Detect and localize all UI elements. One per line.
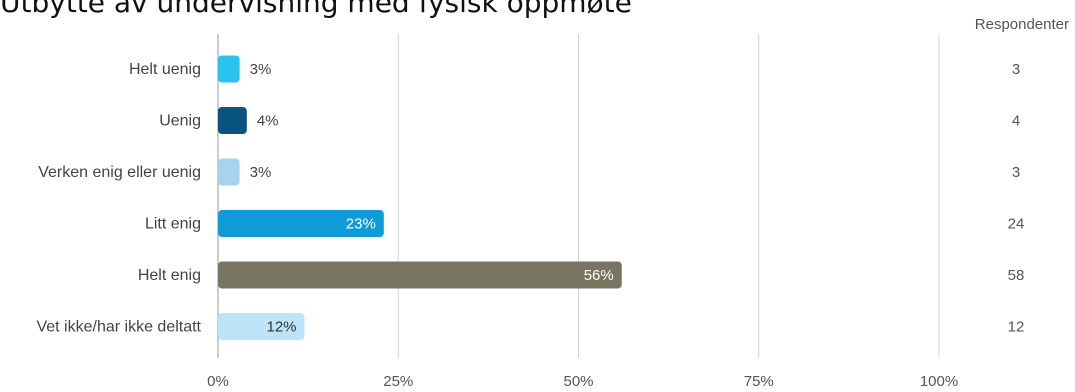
respondent-count: 12 <box>1008 319 1025 336</box>
category-label: Litt enig <box>145 216 201 233</box>
bar-value-label: 4% <box>257 113 279 130</box>
bar <box>218 107 247 134</box>
respondent-count: 58 <box>1008 267 1025 284</box>
respondent-column-header: Respondenter <box>974 16 1069 33</box>
category-label: Uenig <box>159 113 201 130</box>
bar <box>218 261 622 289</box>
bar <box>218 158 240 186</box>
bar <box>218 313 305 340</box>
respondent-count: 3 <box>1012 164 1020 181</box>
respondent-count: 4 <box>1012 113 1020 130</box>
bar-value-label: 3% <box>250 164 272 181</box>
category-label: Helt uenig <box>129 61 201 78</box>
x-tick-label: 50% <box>563 373 593 390</box>
x-tick-label: 25% <box>383 373 413 390</box>
bar-value-label: 12% <box>266 319 296 336</box>
chart-title: Utbytte av undervisning med fysisk oppmø… <box>0 0 632 19</box>
bar <box>218 210 384 237</box>
category-label: Vet ikke/har ikke deltatt <box>36 319 201 336</box>
x-tick-label: 100% <box>920 373 958 390</box>
respondent-count: 24 <box>1008 216 1025 233</box>
category-label: Verken enig eller uenig <box>38 164 201 181</box>
respondent-count: 3 <box>1012 61 1020 78</box>
bar <box>218 55 240 83</box>
bar-value-label: 23% <box>346 216 376 233</box>
x-tick-label: 0% <box>207 373 229 390</box>
bar-value-label: 56% <box>584 267 614 284</box>
category-label: Helt enig <box>138 267 201 284</box>
x-tick-label: 75% <box>744 373 774 390</box>
bar-value-label: 3% <box>250 61 272 78</box>
